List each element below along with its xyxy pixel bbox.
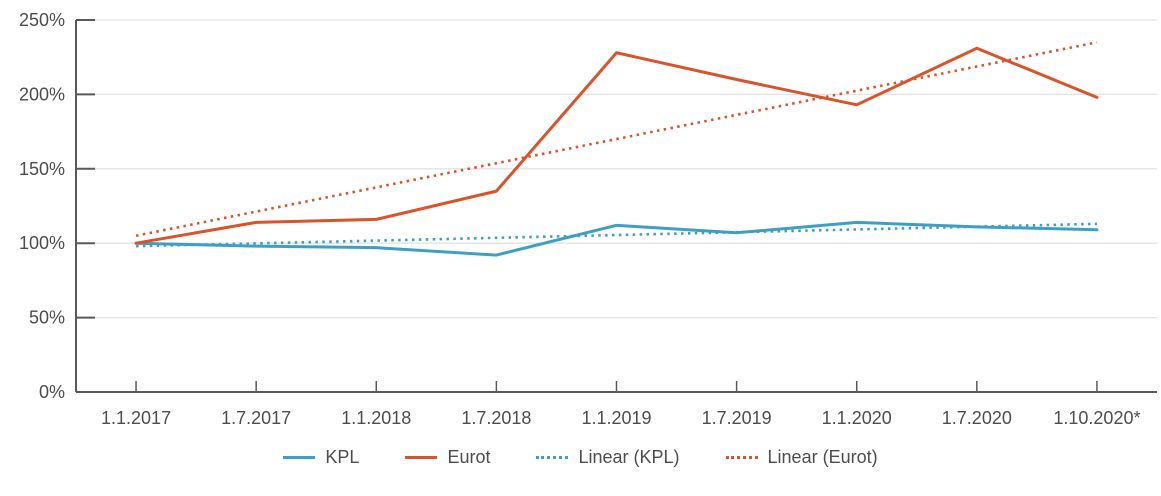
- legend-item-linear-eurot: Linear (Eurot): [725, 447, 878, 467]
- x-tick-label: 1.1.2019: [581, 408, 651, 428]
- x-tick-label: 1.1.2020: [822, 408, 892, 428]
- y-tick-label: 0%: [39, 382, 65, 402]
- y-tick-label: 250%: [19, 10, 65, 30]
- trendline-linear-eurot: [135, 41, 1098, 238]
- legend-swatch-linear-eurot: [725, 455, 758, 459]
- legend-swatch-eurot: [405, 455, 438, 459]
- x-tick-label: 1.7.2018: [461, 408, 531, 428]
- x-tick-label: 1.10.2020*: [1053, 408, 1140, 428]
- x-tick-label: 1.1.2018: [341, 408, 411, 428]
- y-tick-label: 50%: [29, 308, 65, 328]
- legend-label: Linear (Eurot): [767, 447, 878, 467]
- x-tick-label: 1.7.2019: [702, 408, 772, 428]
- series-line-kpl: [134, 220, 1099, 257]
- legend-label: Linear (KPL): [578, 447, 680, 467]
- series-line-eurot: [134, 46, 1099, 245]
- legend-label: KPL: [325, 447, 360, 467]
- trendline-linear-kpl: [136, 222, 1097, 248]
- y-tick-label: 150%: [19, 159, 65, 179]
- chart-legend: KPL Eurot Linear (KPL) Linear (Eurot): [0, 448, 1161, 466]
- y-tick-label: 100%: [19, 233, 65, 253]
- x-tick-label: 1.7.2020: [942, 408, 1012, 428]
- y-tick-label: 200%: [19, 84, 65, 104]
- legend-item-kpl: KPL: [283, 448, 359, 466]
- legend-item-eurot: Eurot: [405, 448, 490, 466]
- x-tick-label: 1.7.2017: [221, 408, 291, 428]
- plot-area: 0% 50% 100% 150% 200% 250% 1.1.2017 1.7.2017 1.1…: [19, 10, 1157, 428]
- legend-swatch-linear-kpl: [536, 455, 569, 459]
- x-tick-label: 1.1.2017: [101, 408, 171, 428]
- legend-swatch-kpl: [283, 455, 316, 459]
- legend-item-linear-kpl: Linear (KPL): [536, 447, 680, 467]
- legend-label: Eurot: [447, 447, 491, 467]
